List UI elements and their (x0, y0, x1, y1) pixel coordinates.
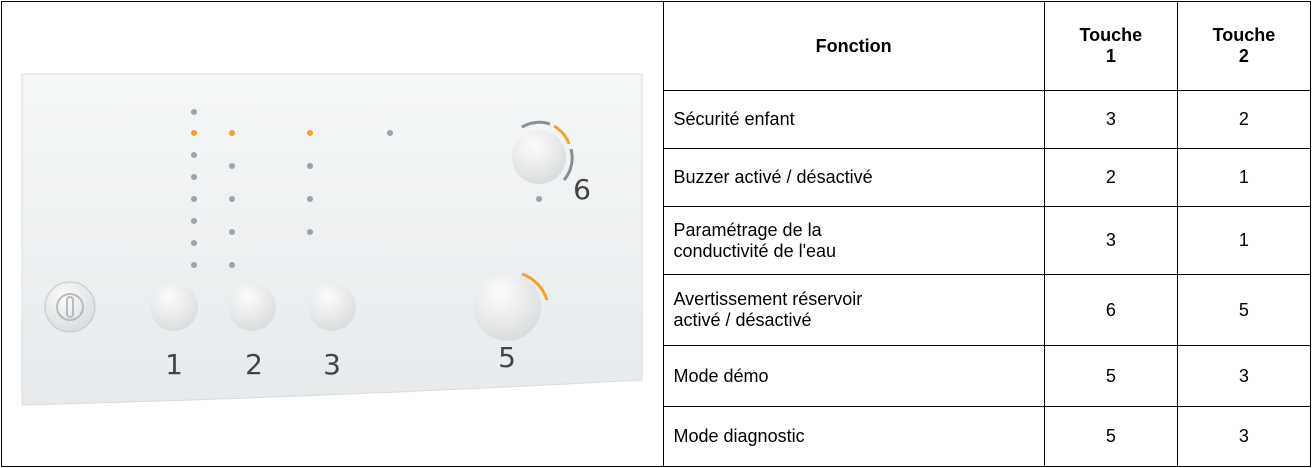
key-cell: 3 (1176, 345, 1312, 407)
header-cell: Touche 2 (1176, 0, 1312, 92)
button-label: 1 (165, 348, 183, 381)
function-cell: Sécurité enfant (662, 90, 1045, 149)
button-label: 2 (245, 348, 263, 381)
header-cell: Touche 1 (1043, 0, 1178, 92)
button-label: 6 (573, 173, 591, 206)
function-cell: Mode démo (662, 345, 1045, 407)
key-cell: 1 (1176, 205, 1312, 276)
table-row: Buzzer activé / désactivé 2 1 (2, 147, 1312, 207)
panel-illustration: 1 2 3 5 6 (21, 73, 643, 406)
leds-on (191, 130, 313, 136)
button-label: 5 (498, 341, 516, 374)
panel-cell: 1 2 3 5 6 (1, 1, 664, 467)
leds (191, 109, 542, 268)
key-cell: 2 (1176, 90, 1312, 149)
key-cell: 3 (1043, 205, 1178, 276)
table-row: Avertissement réservoir activé / désacti… (2, 274, 1312, 347)
key-cell: 5 (1176, 274, 1312, 347)
key-cell: 3 (1043, 90, 1178, 149)
key-cell: 1 (1176, 147, 1312, 207)
key-cell: 5 (1043, 345, 1178, 407)
function-cell: Buzzer activé / désactivé (662, 147, 1045, 207)
key-cell: 3 (1176, 405, 1312, 468)
function-cell: Paramétrage de la conductivité de l'eau (662, 205, 1045, 276)
key-cell: 5 (1043, 405, 1178, 468)
key-cell: 6 (1043, 274, 1178, 347)
table-row: Sécurité enfant 3 2 (2, 90, 1312, 149)
function-cell: Mode diagnostic (662, 405, 1045, 468)
buttons (44, 120, 574, 341)
function-cell: Avertissement réservoir activé / désacti… (662, 274, 1045, 347)
header-cell: Fonction (662, 0, 1045, 92)
button-label: 3 (323, 348, 341, 381)
key-cell: 2 (1043, 147, 1178, 207)
table-row: Paramétrage de la conductivité de l'eau 3… (2, 205, 1312, 276)
table-row: Mode démo 5 3 (2, 345, 1312, 407)
table-row: Mode diagnostic 5 3 (2, 405, 1312, 468)
